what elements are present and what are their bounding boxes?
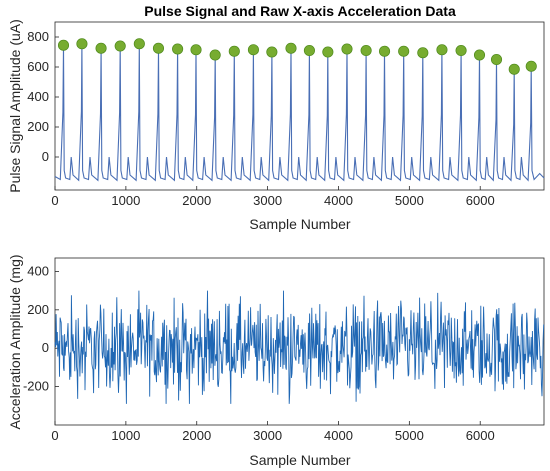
- peak-marker: [360, 44, 372, 57]
- peak-marker: [152, 42, 165, 54]
- peak-marker: [417, 47, 429, 59]
- acceleration-x-tick-label: 0: [51, 428, 58, 443]
- peak-marker: [398, 45, 410, 57]
- acceleration-x-tick-label: 1000: [111, 428, 140, 443]
- acceleration-x-axis-label: Sample Number: [249, 452, 350, 468]
- pulse-x-tick-label: 0: [51, 193, 58, 208]
- peak-marker: [341, 43, 353, 55]
- acceleration-x-tick-label: 2000: [182, 428, 211, 443]
- acceleration-x-tick-label: 4000: [324, 428, 353, 443]
- peak-marker: [190, 44, 202, 56]
- pulse-y-tick-label: 200: [27, 119, 49, 134]
- acceleration-signal-line: [54, 290, 545, 404]
- pulse-y-tick-label: 400: [27, 89, 49, 104]
- peak-marker: [76, 38, 88, 50]
- peak-marker: [228, 45, 240, 57]
- pulse-y-tick-label: 0: [42, 149, 49, 164]
- acceleration-y-tick-label: 400: [27, 263, 49, 278]
- peak-marker: [303, 44, 315, 57]
- acceleration-y-tick-label: -200: [23, 379, 49, 394]
- peak-marker: [209, 49, 221, 61]
- pulse-x-tick-label: 3000: [253, 193, 282, 208]
- peak-marker: [95, 42, 107, 54]
- pulse-x-tick-label: 6000: [466, 193, 495, 208]
- acceleration-x-tick-label: 3000: [253, 428, 282, 443]
- peak-marker: [436, 44, 448, 56]
- peak-marker: [247, 44, 259, 56]
- pulse-x-tick-label: 1000: [111, 193, 140, 208]
- pulse-x-tick-label: 5000: [395, 193, 424, 208]
- acceleration-x-tick-label: 6000: [466, 428, 495, 443]
- pulse-y-tick-label: 600: [27, 59, 49, 74]
- peak-marker: [114, 40, 126, 52]
- peak-marker: [378, 45, 391, 57]
- pulse-y-tick-label: 800: [27, 29, 49, 44]
- peak-marker: [525, 60, 537, 72]
- peak-marker: [133, 38, 145, 50]
- acceleration-chart: -200 0 200 400 0 1000 2000 3000 4000 5000 6000 Sa…: [7, 254, 545, 468]
- peak-marker: [490, 53, 503, 66]
- peak-marker: [322, 46, 334, 58]
- peak-marker: [266, 46, 278, 58]
- peak-marker: [57, 39, 70, 51]
- acceleration-y-tick-label: 0: [42, 340, 49, 355]
- pulse-x-tick-label: 2000: [182, 193, 211, 208]
- peak-marker: [473, 49, 486, 61]
- pulse-x-tick-label: 4000: [324, 193, 353, 208]
- acceleration-y-tick-label: 200: [27, 302, 49, 317]
- peak-marker: [508, 63, 520, 75]
- pulse-y-axis-label: Pulse Signal Amplitude (uA): [7, 19, 23, 193]
- pulse-x-axis-label: Sample Number: [249, 216, 350, 232]
- peak-marker: [172, 43, 184, 55]
- peak-marker: [285, 42, 297, 54]
- acceleration-x-tick-label: 5000: [395, 428, 424, 443]
- peak-marker: [455, 44, 467, 57]
- pulse-signal-line: [54, 43, 545, 182]
- chart-title: Pulse Signal and Raw X-axis Acceleration…: [144, 3, 456, 19]
- acceleration-y-axis-label: Acceleration Amplitude (mg): [7, 254, 23, 429]
